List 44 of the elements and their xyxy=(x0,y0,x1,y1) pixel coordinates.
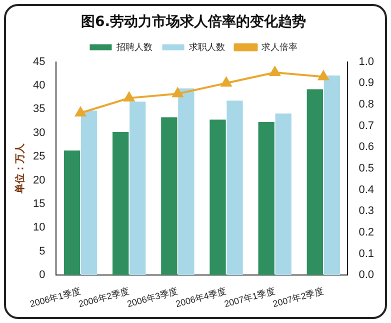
bar xyxy=(178,88,194,276)
bar xyxy=(161,117,178,276)
point xyxy=(318,70,329,80)
y2-tick-label: 0.4 xyxy=(358,184,374,196)
y-tick-label: 35 xyxy=(32,103,46,116)
bar xyxy=(306,89,323,276)
y-tick-label: 30 xyxy=(32,126,46,139)
point xyxy=(124,92,134,102)
y2-tick-label: 0.0 xyxy=(358,269,374,282)
y-tick-label: 0 xyxy=(39,269,46,282)
bar xyxy=(258,122,274,276)
y2-tick-label: 0.8 xyxy=(358,98,374,110)
y2-tick-label: 1.0 xyxy=(358,56,374,68)
y2-tick-label: 0.7 xyxy=(358,120,374,132)
bar xyxy=(210,120,226,276)
y2-tick-label: 0.6 xyxy=(358,141,374,154)
y-tick-label: 20 xyxy=(32,174,46,186)
y-tick-label: 5 xyxy=(39,245,46,258)
y-tick-label: 15 xyxy=(32,198,46,210)
bar xyxy=(64,150,80,276)
bar xyxy=(80,110,98,276)
legend-label: 招聘人数 xyxy=(115,42,152,52)
y-tick-label: 45 xyxy=(32,56,46,68)
point xyxy=(270,66,280,76)
bar xyxy=(226,100,243,276)
y-tick-label: 10 xyxy=(32,222,46,234)
chart-title: 图6.劳动力市场求人倍率的变化趋势 xyxy=(80,13,306,30)
y2-tick-label: 0.5 xyxy=(358,162,374,174)
bar xyxy=(130,102,146,276)
y2-tick-label: 0.1 xyxy=(358,248,374,260)
point xyxy=(220,77,232,87)
bar xyxy=(275,113,292,276)
bar xyxy=(324,76,340,276)
legend-label: 求人倍率 xyxy=(261,42,298,52)
point xyxy=(172,88,184,98)
legend-label: 求职人数 xyxy=(188,42,225,52)
y2-tick-label: 0.2 xyxy=(358,226,374,238)
y2-tick-label: 0.9 xyxy=(358,77,374,90)
y-tick-label: 40 xyxy=(32,80,46,92)
point xyxy=(75,106,86,116)
y-axis-title: 单位：万人 xyxy=(14,142,26,194)
y-tick-label: 25 xyxy=(32,150,46,163)
bar xyxy=(112,132,129,276)
y2-tick-label: 0.3 xyxy=(358,205,374,218)
